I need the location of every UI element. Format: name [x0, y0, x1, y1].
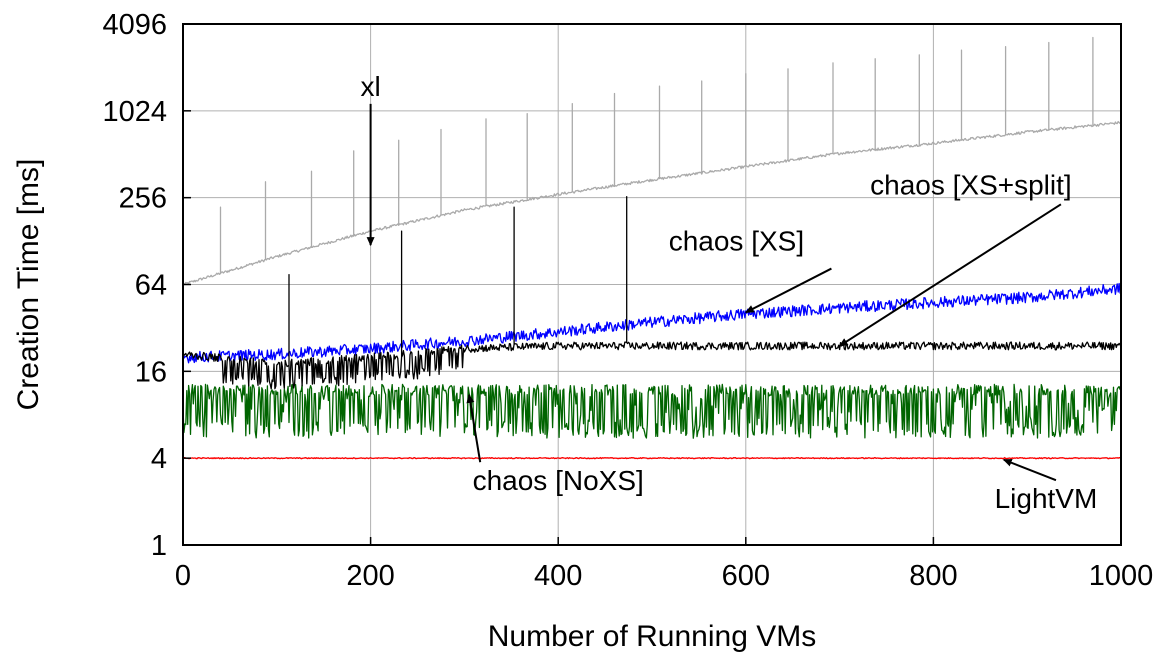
series-chaos-noxs — [182, 383, 1122, 439]
y-tick-label: 16 — [135, 356, 167, 388]
series-chaos-xs-split — [182, 196, 1122, 390]
annotation-label: chaos [XS] — [669, 226, 804, 257]
x-tick-label: 400 — [534, 560, 582, 592]
series-chaos-xs-split-line — [182, 196, 1122, 390]
annotation-arrow — [838, 203, 1062, 347]
x-axis-title: Number of Running VMs — [488, 620, 816, 653]
annotation-arrow — [466, 393, 482, 463]
y-tick-label: 64 — [135, 270, 167, 302]
series-xl-line — [182, 36, 1122, 286]
annotation-arrow — [744, 267, 832, 314]
grid-lines — [183, 24, 1121, 545]
y-tick-label: 4096 — [102, 9, 167, 41]
annotation-label: chaos [NoXS] — [473, 465, 644, 496]
annotation-arrow — [1002, 458, 1057, 482]
x-tick-label: 200 — [346, 560, 394, 592]
series-xl — [182, 36, 1122, 286]
y-axis-title: Creation Time [ms] — [12, 159, 45, 411]
series-layer — [182, 36, 1122, 460]
x-tick-label: 600 — [722, 560, 770, 592]
y-tick-label: 1 — [151, 530, 167, 562]
annotation-label: chaos [XS+split] — [870, 169, 1072, 200]
series-lightvm-line — [182, 456, 1122, 460]
annotation-label: LightVM — [995, 483, 1098, 514]
series-chaos-xs-line — [182, 282, 1122, 364]
series-chaos-noxs-line — [182, 383, 1122, 439]
annotation-label: xl — [360, 71, 380, 102]
annotations: xl chaos [XS] chaos [XS+split] chaos [NoXS]… — [360, 71, 1097, 514]
y-tick-label: 256 — [119, 183, 167, 215]
y-tick-label: 4 — [151, 443, 167, 475]
x-tick-label: 800 — [909, 560, 957, 592]
x-tick-label: 0 — [175, 560, 191, 592]
series-chaos-xs — [182, 282, 1122, 364]
series-lightvm — [182, 456, 1122, 460]
y-tick-label: 1024 — [102, 96, 167, 128]
x-tick-label: 1000 — [1089, 560, 1154, 592]
tick-labels: 0 200 400 600 800 1000 1 4 16 64 256 1024 4096 — [102, 9, 1153, 592]
